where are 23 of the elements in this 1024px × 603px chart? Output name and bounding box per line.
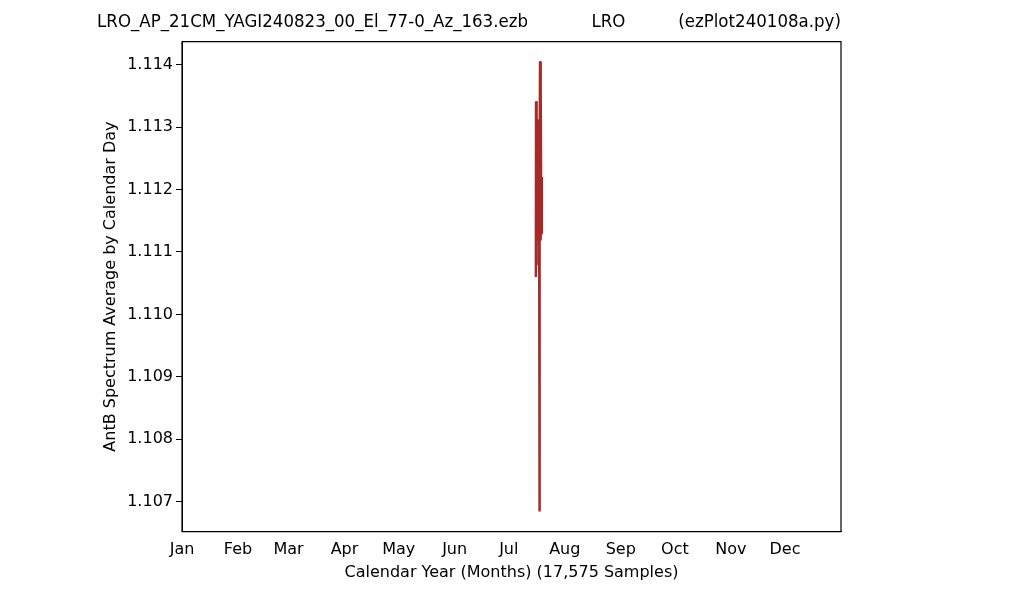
x-tick-label: Oct (661, 539, 689, 559)
y-tick-label: 1.111 (127, 241, 173, 261)
x-axis-title: Calendar Year (Months) (17,575 Samples) (344, 561, 679, 581)
x-tick-label: Aug (549, 539, 581, 559)
chart-title: LRO_AP_21CM_YAGI240823_00_El_77-0_Az_163.ezb LRO (ezPlot240108a.py) (97, 10, 841, 33)
x-tick-label: Jan (168, 539, 195, 559)
x-tick-label: Dec (769, 539, 801, 559)
x-tick-label: Jun (441, 539, 468, 559)
x-tick-label: Jul (498, 539, 519, 559)
y-tick-label: 1.112 (127, 178, 173, 198)
y-tick-label: 1.109 (127, 365, 173, 385)
y-tick-label: 1.108 (127, 428, 173, 448)
y-tick-label: 1.107 (127, 490, 173, 510)
x-tick-label: May (382, 539, 416, 559)
y-tick-label: 1.113 (127, 116, 173, 136)
x-tick-label: Mar (273, 539, 305, 559)
y-tick-label: 1.114 (127, 53, 173, 73)
y-tick-label: 1.110 (127, 303, 173, 323)
x-tick-label: Feb (223, 539, 253, 559)
x-tick-label: Sep (605, 539, 636, 559)
y-axis-title: AntB Spectrum Average by Calendar Day (99, 121, 119, 452)
x-tick-label: Apr (330, 539, 359, 559)
x-tick-label: Nov (715, 539, 747, 559)
